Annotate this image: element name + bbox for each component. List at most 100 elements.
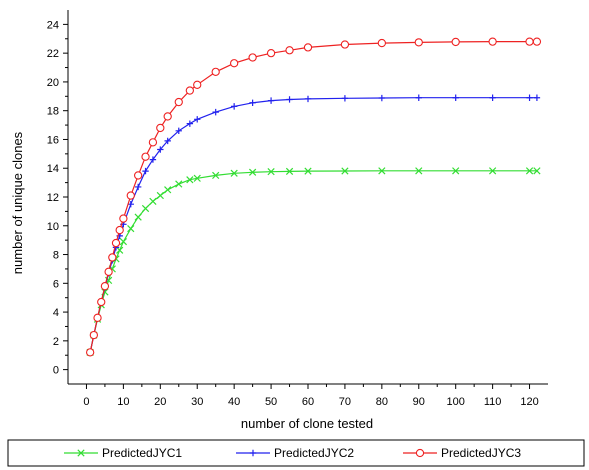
data-point <box>119 237 128 246</box>
x-tick-label: 10 <box>117 396 129 408</box>
data-point <box>156 191 164 200</box>
data-point <box>285 167 294 176</box>
data-point <box>452 94 459 101</box>
data-point <box>488 167 497 175</box>
data-point <box>230 103 238 110</box>
data-point <box>116 246 124 254</box>
y-tick-label: 20 <box>47 77 59 89</box>
legend: PredictedJYC1 PredictedJYC2 PredictedJYC3 <box>7 439 585 467</box>
legend-box <box>7 439 585 467</box>
series-1 <box>86 167 541 356</box>
data-point <box>186 176 194 184</box>
data-point <box>194 116 201 123</box>
data-point <box>175 127 182 135</box>
series-line <box>89 40 537 353</box>
y-tick-label: 4 <box>53 307 59 319</box>
x-tick-label: 110 <box>484 396 502 408</box>
data-point <box>267 168 275 176</box>
x-tick-label: 30 <box>191 396 203 408</box>
x-tick-label: 50 <box>265 396 277 408</box>
data-point <box>248 168 257 176</box>
data-point <box>149 197 157 205</box>
data-point <box>230 59 239 68</box>
data-point <box>341 95 349 102</box>
y-tick-label: 12 <box>47 192 59 204</box>
data-point <box>108 253 117 262</box>
data-point <box>488 37 497 46</box>
data-point <box>532 37 542 46</box>
legend-entry-1: PredictedJYC1 <box>64 446 182 460</box>
data-point <box>378 167 386 175</box>
data-point <box>127 225 135 233</box>
data-point <box>93 313 102 322</box>
data-point <box>286 96 293 103</box>
y-tick-label: 10 <box>47 221 59 233</box>
x-tick-label: 60 <box>302 396 314 408</box>
data-point <box>533 94 541 101</box>
data-point <box>526 94 533 101</box>
x-tick-label: 70 <box>339 396 351 408</box>
x-tick-label: 80 <box>376 396 388 408</box>
y-tick-label: 18 <box>47 106 59 118</box>
data-point <box>119 214 128 223</box>
data-point <box>304 95 312 103</box>
data-point <box>175 180 183 188</box>
data-point <box>248 53 257 62</box>
data-point <box>148 138 158 147</box>
data-point <box>193 174 201 182</box>
legend-swatch-marker <box>77 449 85 457</box>
legend-entry-2: PredictedJYC2 <box>236 446 354 460</box>
data-point <box>415 167 423 175</box>
data-point <box>186 120 194 127</box>
data-point <box>415 94 422 101</box>
legend-swatch-marker <box>415 448 425 458</box>
y-tick-label: 6 <box>53 278 59 290</box>
y-axis-title: number of unique clones <box>10 131 25 274</box>
data-point <box>267 97 275 104</box>
data-point <box>303 43 313 52</box>
data-point <box>111 238 121 248</box>
data-point <box>489 94 496 101</box>
data-point <box>525 167 534 175</box>
data-point <box>340 40 350 49</box>
data-point <box>163 112 172 121</box>
data-point <box>185 86 194 95</box>
data-point <box>212 171 220 180</box>
y-tick-label: 0 <box>53 365 59 377</box>
y-tick-label: 8 <box>53 250 59 262</box>
data-point <box>141 204 150 213</box>
data-point <box>211 67 220 77</box>
legend-label: PredictedJYC1 <box>102 446 182 460</box>
data-point <box>89 330 98 340</box>
series-line <box>89 170 537 353</box>
data-point <box>157 146 164 153</box>
x-axis-title: number of clone tested <box>241 416 373 431</box>
x-tick-label: 40 <box>228 396 240 408</box>
series-2 <box>86 94 541 356</box>
data-point <box>452 167 460 175</box>
data-point <box>525 37 534 46</box>
data-point <box>193 80 202 89</box>
data-point <box>212 108 219 116</box>
data-point <box>97 297 106 307</box>
data-point <box>156 123 165 133</box>
data-point <box>126 191 135 200</box>
data-point <box>377 38 386 48</box>
data-point <box>104 267 113 276</box>
x-tick-label: 90 <box>413 396 425 408</box>
data-point <box>414 38 423 47</box>
data-point <box>149 156 157 163</box>
y-tick-label: 16 <box>47 134 59 146</box>
data-point <box>86 348 95 357</box>
data-point <box>285 46 294 55</box>
data-point <box>174 97 183 107</box>
x-tick-label: 0 <box>83 396 89 408</box>
legend-entry-3: PredictedJYC3 <box>403 446 521 460</box>
x-tick-label: 120 <box>520 396 538 408</box>
data-point <box>141 152 150 161</box>
y-tick-label: 24 <box>47 19 59 31</box>
data-point <box>164 137 171 145</box>
data-point <box>451 37 460 47</box>
